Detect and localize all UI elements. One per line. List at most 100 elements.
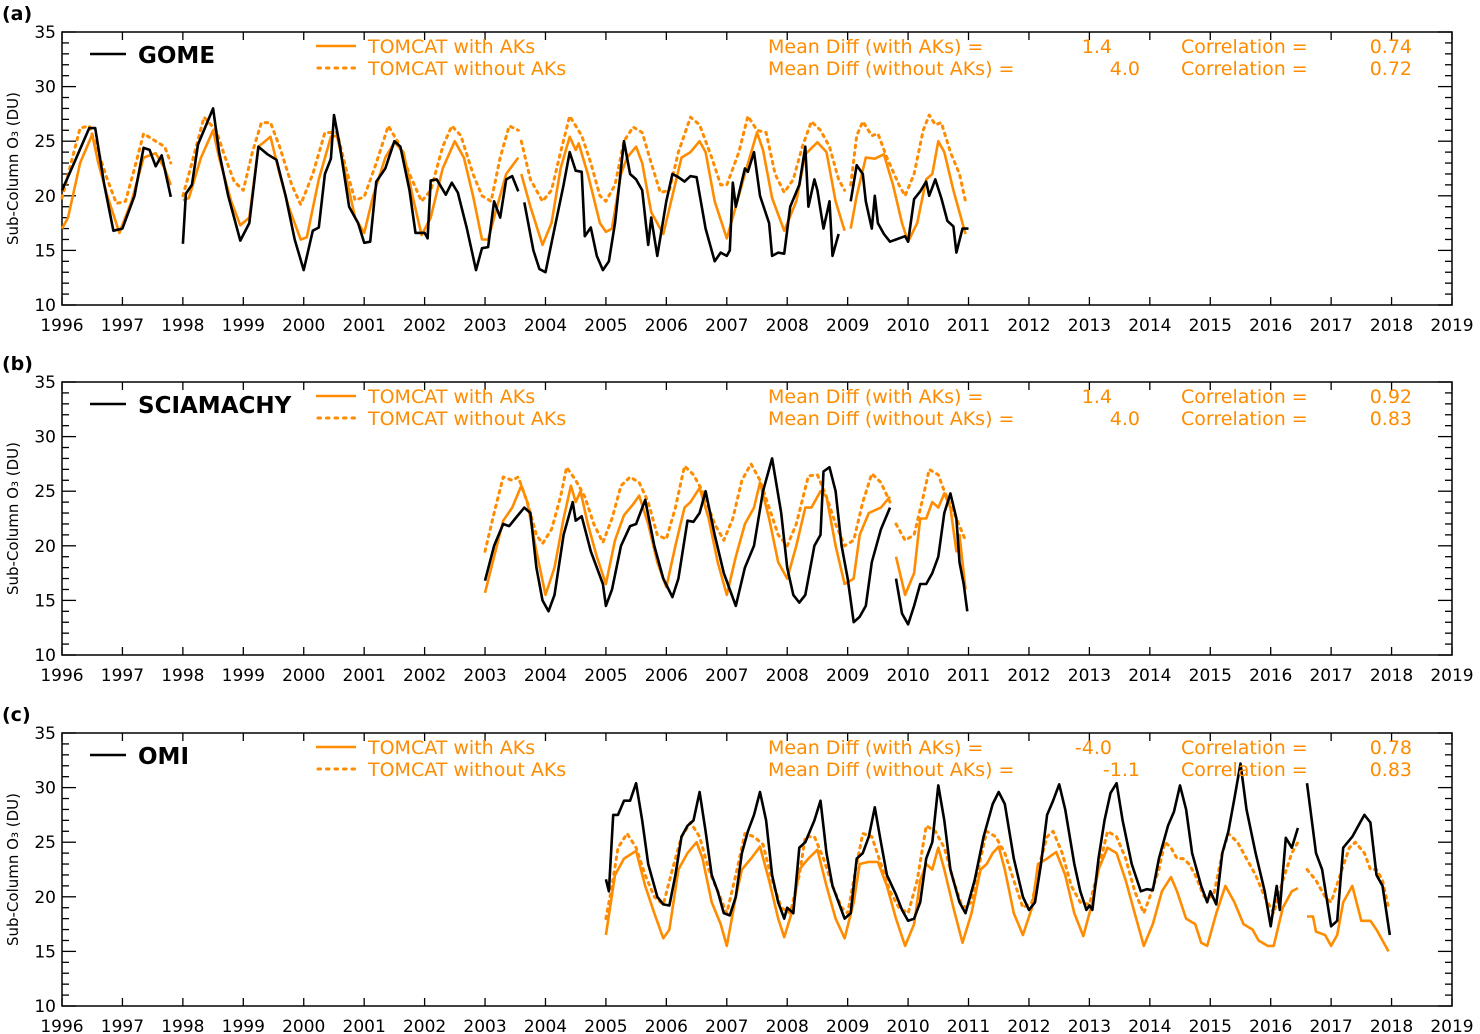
x-tick-label: 2004 [524,316,567,336]
correlation-with-value: 0.74 [1370,36,1412,58]
y-tick-label: 10 [34,296,56,316]
mean-diff-with-label: Mean Diff (with AKs) = [768,386,983,408]
x-tick-label: 2004 [524,666,567,686]
x-tick-label: 2009 [826,316,869,336]
x-tick-label: 1997 [101,316,144,336]
panel-b: (b) Sub-Column O₃ (DU) 10 15 20 25 30 35 1996 199… [2,353,1474,686]
correlation-with-label: Correlation = [1181,737,1308,759]
plot-frame [61,381,1453,656]
x-tick-label: 2000 [282,1017,325,1034]
x-tick-label: 2016 [1249,1017,1292,1034]
series-tomcat-without-aks [604,821,1390,921]
x-tick-label: 2019 [1430,316,1473,336]
x-tick-label: 2003 [463,666,506,686]
x-tick-label: 2006 [645,316,688,336]
series-tomcat-without-aks [483,462,967,553]
x-tick-label: 2017 [1309,316,1352,336]
x-tick-label: 2010 [886,1017,929,1034]
correlation-with-value: 0.92 [1370,386,1412,408]
x-tick-label: 2007 [705,666,748,686]
series-line-segment [519,114,847,203]
statistics: Mean Diff (with AKs) = 1.4 Mean Diff (with… [768,36,1412,80]
panel-c: (c) Sub-Column O₃ (DU) 10 15 20 25 30 35 1996 199… [2,704,1474,1034]
x-tick-label: 2002 [403,1017,446,1034]
x-tick-label: 1997 [101,1017,144,1034]
x-tick-label: 2009 [826,1017,869,1034]
x-tick-label: 2005 [584,316,627,336]
y-tick-label: 15 [34,591,56,611]
legend-label-without-aks: TOMCAT without AKs [367,759,566,781]
y-tick-label: 25 [34,833,56,853]
x-tick-label: 1996 [40,316,83,336]
x-tick-label: 2008 [766,666,809,686]
series-tomcat-with-aks [604,840,1390,953]
x-tick-label: 2003 [463,316,506,336]
x-tick-label: 2002 [403,666,446,686]
x-tick-label: 2011 [947,666,990,686]
x-tick-label: 2001 [343,666,386,686]
y-tick-label: 30 [34,428,56,448]
x-tick-label: 2018 [1370,1017,1413,1034]
y-tick-label: 10 [34,646,56,666]
x-tick-label: 2010 [886,666,929,686]
x-tick-label: 2013 [1068,1017,1111,1034]
mean-diff-without-label: Mean Diff (without AKs) = [768,58,1014,80]
x-tick-label: 2010 [886,316,929,336]
y-tick-label: 30 [34,779,56,799]
correlation-without-label: Correlation = [1181,408,1308,430]
series-line-segment [1305,840,1390,910]
x-tick-label: 2007 [705,1017,748,1034]
statistics: Mean Diff (with AKs) = -4.0 Mean Diff (wit… [768,737,1412,781]
legend-label-observed: OMI [138,744,189,770]
statistics: Mean Diff (with AKs) = 1.4 Mean Diff (with… [768,386,1412,430]
legend-label-without-aks: TOMCAT without AKs [367,58,566,80]
y-tick-label: 25 [34,132,56,152]
x-tick-label: 2005 [584,666,627,686]
mean-diff-with-label: Mean Diff (with AKs) = [768,737,983,759]
x-tick-label: 1999 [222,316,265,336]
x-tick-label: 2012 [1007,1017,1050,1034]
y-tick-label: 15 [34,942,56,962]
series-line-segment [182,129,520,241]
x-tick-label: 2015 [1189,666,1232,686]
series-line-segment [483,462,892,553]
series-tomcat-with-aks [483,481,967,597]
series-line-segment [849,139,967,243]
x-tick-label: 1998 [161,666,204,686]
mean-diff-without-label: Mean Diff (without AKs) = [768,759,1014,781]
x-tick-label: 1999 [222,666,265,686]
x-tick-label: 2011 [947,316,990,336]
series-tomcat-without-aks [60,113,967,206]
y-tick-label: 30 [34,78,56,98]
x-tick-label: 2008 [766,316,809,336]
y-axis-label: Sub-Column O₃ (DU) [4,92,22,245]
series-sciamachy [483,457,969,626]
x-tick-label: 2001 [343,1017,386,1034]
x-tick-label: 2014 [1128,1017,1171,1034]
plot-frame [61,732,1453,1007]
legend-label-observed: SCIAMACHY [138,393,292,419]
x-tick-label: 2000 [282,666,325,686]
series-line-segment [181,115,520,206]
x-tick-label: 1998 [161,1017,204,1034]
y-tick-label: 35 [34,724,56,744]
x-tick-label: 1996 [40,1017,83,1034]
x-tick-label: 2008 [766,1017,809,1034]
x-tick-label: 2014 [1128,316,1171,336]
legend-label-with-aks: TOMCAT with AKs [367,386,535,408]
x-tick-label: 2006 [645,666,688,686]
x-tick-label: 1998 [161,316,204,336]
x-tick-label: 2016 [1249,666,1292,686]
y-tick-label: 25 [34,482,56,502]
x-tick-label: 2004 [524,1017,567,1034]
series-line-segment [1305,783,1392,936]
series-tomcat-with-aks [60,129,967,247]
x-tick-label: 2015 [1189,1017,1232,1034]
series-line-segment [849,113,967,203]
series-line-segment [483,457,892,624]
x-tick-label: 2002 [403,316,446,336]
x-tick-label: 2006 [645,1017,688,1034]
y-tick-label: 20 [34,888,56,908]
